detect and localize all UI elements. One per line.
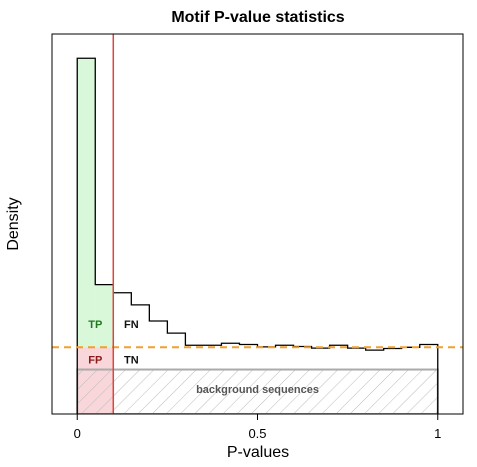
fp-label: FP bbox=[88, 355, 102, 367]
x-tick-label-2: 1 bbox=[434, 426, 441, 441]
x-tick-label-1: 0.5 bbox=[248, 426, 266, 441]
chart-title: Motif P-value statistics bbox=[171, 9, 344, 26]
background-sequences-box bbox=[76, 368, 439, 414]
background-sequences-label: background sequences bbox=[196, 384, 319, 396]
y-axis-label: Density bbox=[5, 197, 22, 250]
tp-region-fill-0 bbox=[77, 58, 96, 348]
tp-label: TP bbox=[88, 319, 102, 331]
tn-label: TN bbox=[124, 355, 139, 367]
tp-region-fill-1 bbox=[95, 284, 114, 348]
fn-label: FN bbox=[124, 319, 139, 331]
x-axis-label: P-values bbox=[227, 444, 289, 461]
plot-frame bbox=[51, 33, 464, 415]
x-tick-label-0: 0 bbox=[74, 426, 81, 441]
